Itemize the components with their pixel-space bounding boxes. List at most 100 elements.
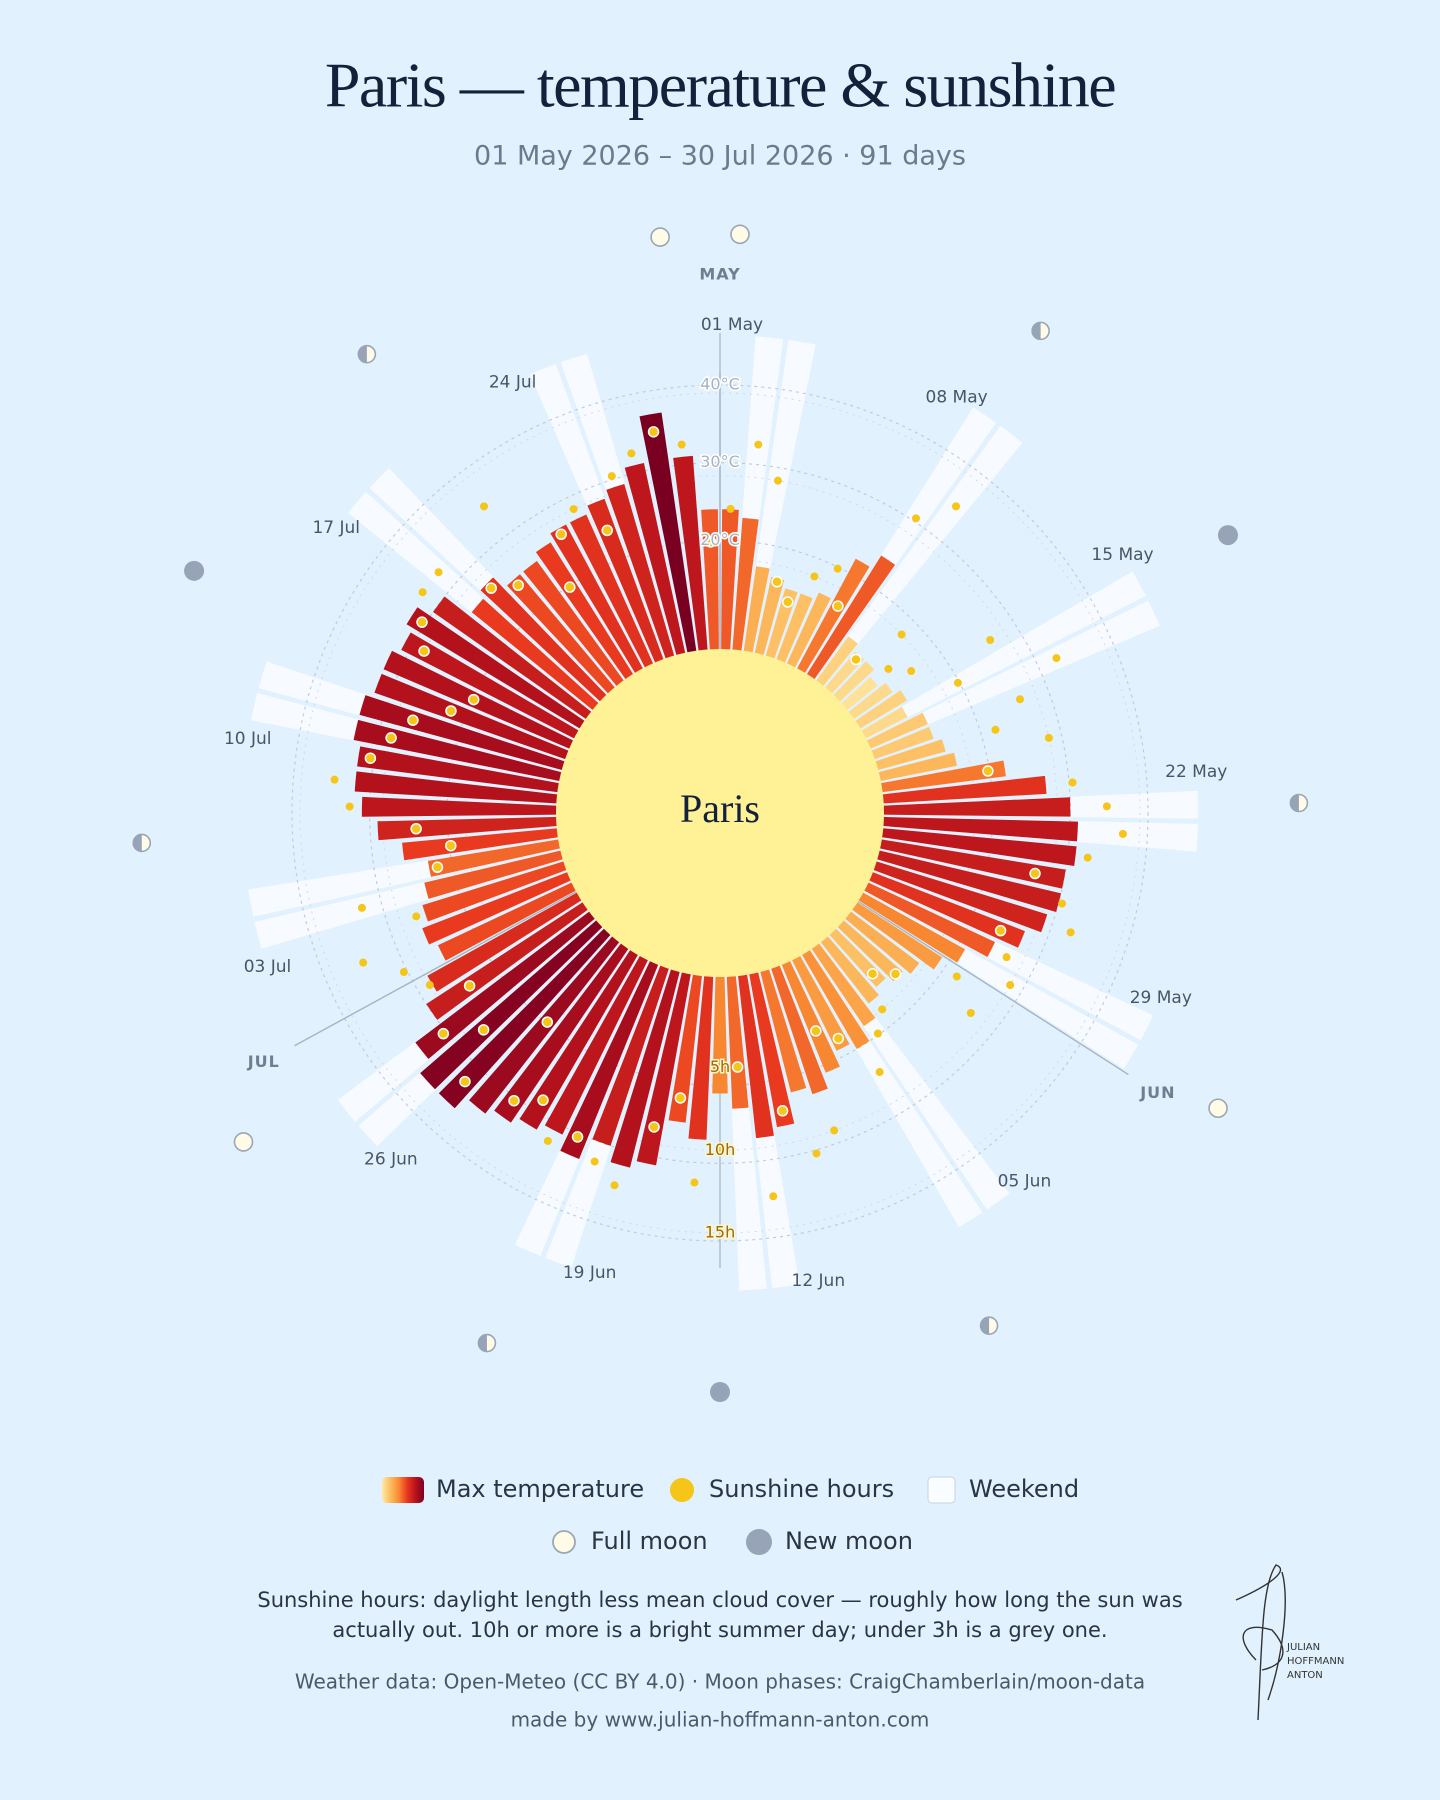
temperature-bar [781, 959, 840, 1073]
date-label: 08 May [926, 388, 988, 408]
temperature-bar [847, 682, 893, 721]
sunshine-dot [610, 1181, 619, 1190]
temperature-bar [353, 719, 564, 782]
new-moon [1217, 525, 1238, 546]
sunshine-dot [1083, 853, 1092, 862]
sunshine-dot [410, 822, 422, 835]
quarter-moon [1031, 321, 1050, 341]
temperature-bar [427, 891, 583, 992]
month-line [294, 891, 577, 1047]
sunshine-dot [1102, 802, 1111, 811]
sunshine-dot [434, 568, 443, 577]
temperature-bar [535, 542, 635, 681]
sunshine-dot [445, 705, 457, 717]
temperature-bar [865, 712, 928, 750]
sunshine-dot [607, 472, 616, 481]
full-moon [233, 1132, 254, 1152]
sunshine-dot [677, 440, 686, 449]
legend-label: Sunshine hours [709, 1475, 894, 1503]
weekend-bar [861, 571, 1146, 739]
sunshine-dot [590, 1157, 599, 1166]
temperature-bar [636, 970, 692, 1166]
month-label: JUL [247, 1052, 280, 1071]
full-moon [650, 227, 670, 247]
temperature-bar [775, 593, 813, 665]
temperature-bar [560, 959, 659, 1160]
sunshine-dot [771, 576, 783, 588]
sun-disc [556, 649, 884, 977]
temperature-bar [377, 816, 559, 841]
sunshine-dot [601, 524, 613, 537]
signature-text: JULIAN [1286, 1642, 1320, 1653]
sunshine-dot [982, 765, 994, 777]
temperature-bar [880, 775, 1047, 804]
sunshine-dot [564, 581, 576, 593]
sunshine-dot [754, 440, 763, 449]
sunshine-dot [951, 502, 960, 511]
center-label: Paris [680, 786, 760, 831]
temperature-bar [361, 796, 559, 817]
sunshine-dot [1044, 733, 1053, 742]
legend-label: Max temperature [436, 1475, 644, 1503]
temperature-bar [869, 727, 934, 760]
temperature-bar [879, 760, 1006, 793]
signature-text: HOFFMANN [1287, 1656, 1344, 1667]
sunshine-dot [541, 1016, 554, 1028]
sunshine-dot [1029, 867, 1041, 880]
date-label: 29 May [1130, 988, 1192, 1008]
sunshine-dot [690, 1178, 699, 1187]
temperature-bar [857, 891, 966, 963]
sunshine-dot [555, 528, 567, 541]
temperature-bar [570, 514, 654, 670]
temperature-bar [726, 974, 749, 1109]
sunshine-dot [627, 449, 636, 458]
sunshine-dot [463, 980, 476, 992]
quarter-moon-shade [1032, 322, 1041, 340]
sunshine-dot [359, 958, 368, 967]
temperature-bar [867, 871, 1025, 948]
chart-title: Paris — temperature & sunshine [325, 50, 1115, 121]
temperature-bar [592, 963, 670, 1146]
temperature-bar [438, 927, 612, 1109]
quarter-moon [477, 1333, 497, 1353]
quarter-moon [357, 344, 377, 364]
date-label: 15 May [1091, 545, 1153, 565]
temperature-bar [832, 661, 875, 703]
temperature-bar [876, 752, 957, 782]
sunshine-dot [873, 1029, 882, 1038]
temperature-bar [881, 797, 1071, 817]
sunshine-dot [364, 752, 377, 764]
weekend-bar [866, 600, 1160, 749]
legend-swatch [927, 1476, 956, 1504]
temperature-bar [420, 919, 604, 1090]
quarter-moon [132, 833, 152, 853]
sunshine-dot [345, 802, 354, 811]
y-tick-label: 30°C [700, 452, 740, 471]
temperature-bar [415, 910, 597, 1059]
plot: MAY JUN JUL Paris 20°C 30°C 40°C 5h 10h 15h 01 May… [132, 224, 1309, 1402]
signature: JULIAN HOFFMANN ANTON [1235, 1564, 1344, 1721]
temperature-bar [853, 690, 908, 730]
note: Sunshine hours: daylight length less mea… [257, 1588, 1183, 1642]
temperature-bar [402, 828, 560, 861]
temperature-bar [480, 577, 608, 703]
sunshine-dot [569, 505, 578, 514]
sunshine-dot [769, 1192, 778, 1201]
temperature-bar [754, 576, 785, 657]
sunshine-dot [437, 1027, 450, 1040]
sunshine-dot [480, 502, 489, 511]
temperature-bar [673, 455, 708, 653]
quarter-moon-shade [358, 345, 367, 363]
sunshine-dot [1058, 899, 1067, 908]
source: Weather data: Open-Meteo (CC BY 4.0) · M… [295, 1670, 1145, 1694]
temperature-bar [801, 948, 870, 1050]
date-label: 05 Jun [998, 1172, 1052, 1192]
temperature-bar [796, 558, 870, 675]
sunshine-dot [1002, 953, 1011, 962]
temperature-bar [859, 706, 908, 740]
temperature-bar [422, 871, 573, 945]
sunshine-dot [418, 645, 430, 657]
sunshine-dot [875, 1068, 884, 1077]
sunshine-dot [776, 1105, 789, 1117]
quarter-moon-shade [133, 834, 142, 852]
